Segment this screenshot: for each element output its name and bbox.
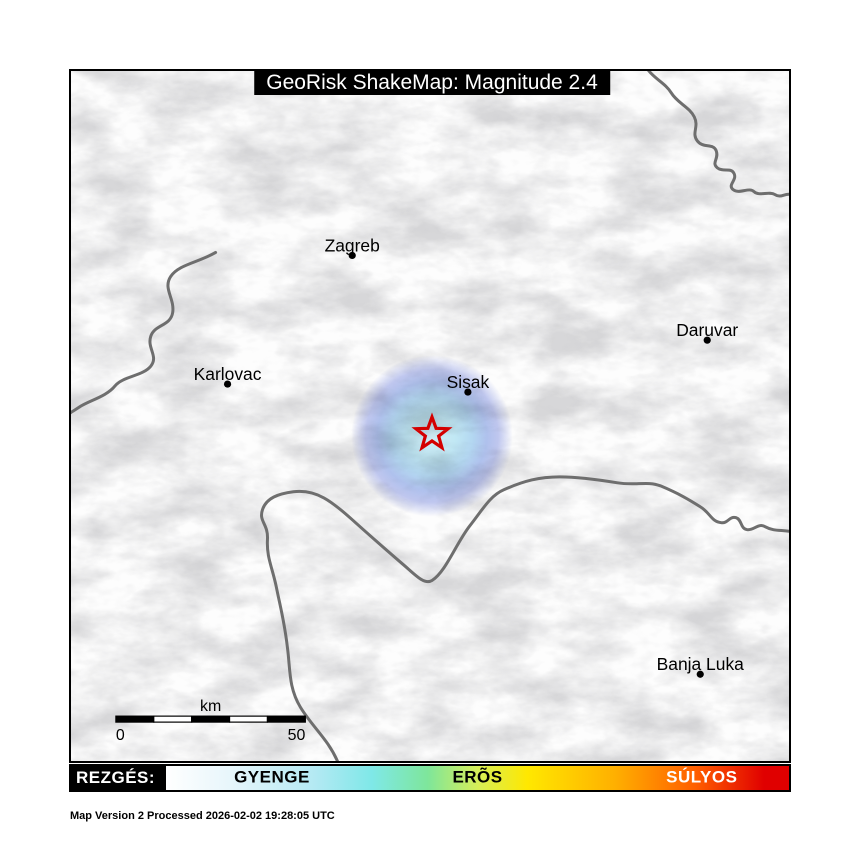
scale-bar-unit: km bbox=[200, 698, 221, 715]
scale-bar-max: 50 bbox=[288, 727, 306, 744]
border-south bbox=[260, 475, 789, 761]
cities-layer: Zagreb Karlovac Sisak Daruvar Banja Luka bbox=[194, 235, 745, 678]
city-label: Daruvar bbox=[676, 320, 738, 340]
city-dot bbox=[464, 388, 472, 396]
legend-level-gyenge: GYENGE bbox=[234, 767, 310, 787]
epicenter-star bbox=[411, 412, 453, 452]
intensity-overlay bbox=[351, 355, 513, 517]
city-marker-zagreb: Zagreb bbox=[325, 235, 380, 260]
legend-title: REZGÉS: bbox=[76, 768, 156, 787]
intensity-legend: REZGÉS: GYENGE ERÕS SÚLYOS bbox=[69, 764, 791, 792]
city-marker-banja-luka: Banja Luka bbox=[657, 654, 745, 678]
border-northeast bbox=[647, 71, 789, 198]
city-label: Zagreb bbox=[325, 235, 380, 255]
legend-gradient: GYENGE ERÕS SÚLYOS bbox=[165, 766, 789, 790]
scale-bar: km 0 50 bbox=[115, 698, 306, 744]
city-dot bbox=[348, 251, 356, 260]
city-marker-daruvar: Daruvar bbox=[676, 320, 738, 344]
city-dot bbox=[703, 336, 711, 344]
city-label: Banja Luka bbox=[657, 654, 745, 674]
legend-level-súlyos: SÚLYOS bbox=[666, 767, 738, 787]
city-label: Karlovac bbox=[194, 364, 262, 384]
city-dot bbox=[696, 670, 704, 678]
city-label: Sisak bbox=[447, 372, 490, 392]
border-west bbox=[71, 250, 218, 415]
scale-bar-min: 0 bbox=[116, 727, 125, 744]
map-title: GeoRisk ShakeMap: Magnitude 2.4 bbox=[254, 70, 610, 95]
city-dot bbox=[223, 380, 232, 388]
shakemap-canvas: km 0 50 Zagreb Karlovac Sisak Daruvar Banja … bbox=[69, 69, 791, 763]
legend-level-erõs: ERÕS bbox=[452, 767, 503, 787]
map-svg: km 0 50 Zagreb Karlovac Sisak Daruvar Banja … bbox=[71, 71, 789, 761]
map-version-note: Map Version 2 Processed 2026-02-02 19:28… bbox=[70, 810, 335, 822]
city-marker-sisak: Sisak bbox=[447, 372, 490, 396]
city-marker-karlovac: Karlovac bbox=[194, 364, 262, 388]
country-borders bbox=[71, 71, 789, 761]
